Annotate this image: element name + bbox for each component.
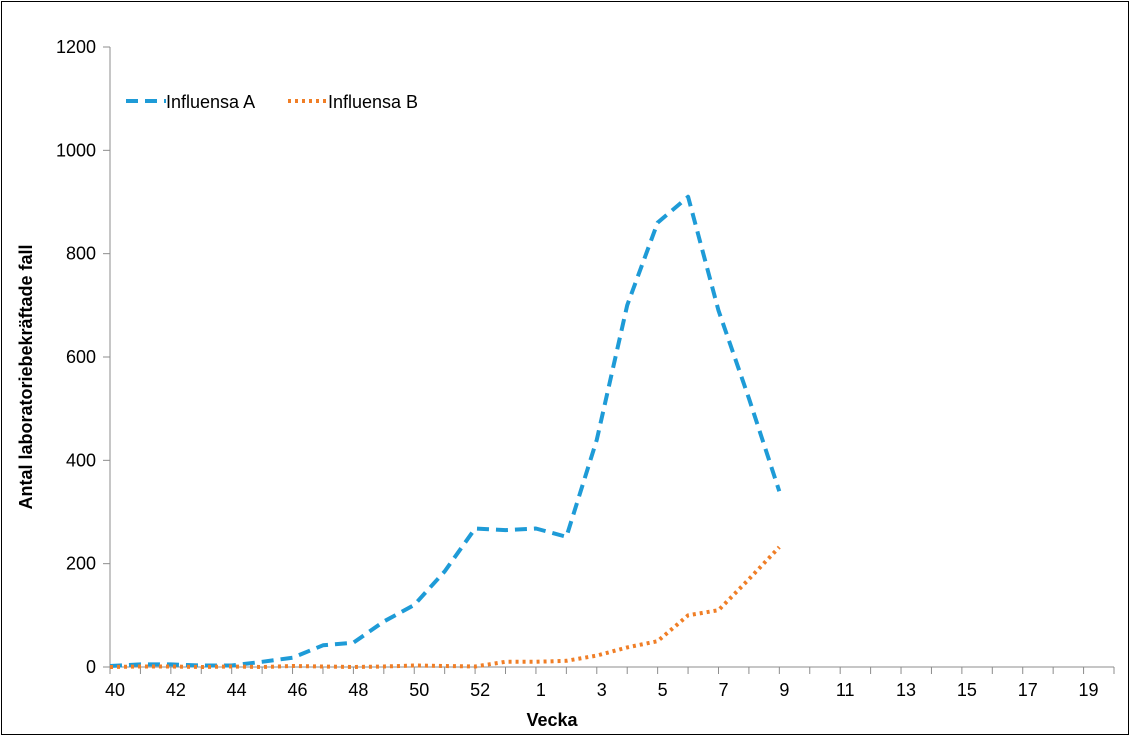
x-tick-label: 1 (536, 680, 546, 700)
y-tick-label: 0 (86, 657, 96, 677)
x-tick-label: 11 (836, 680, 855, 700)
x-tick-label: 40 (105, 680, 125, 700)
series-layer (109, 194, 782, 669)
y-tick-label: 1000 (56, 140, 96, 160)
x-tick-label: 44 (227, 680, 247, 700)
x-tick-label: 7 (718, 680, 728, 700)
x-tick-label: 15 (957, 680, 977, 700)
y-tick-label: 400 (66, 450, 96, 470)
x-tick-label: 50 (409, 680, 429, 700)
x-tick-label: 46 (288, 680, 308, 700)
x-tick-label: 5 (658, 680, 668, 700)
x-tick-label: 48 (348, 680, 368, 700)
x-axis-title: Vecka (526, 710, 578, 730)
series-line-influensa-a (109, 194, 782, 668)
series-line-influensa-b (109, 545, 781, 669)
x-tick-label: 13 (896, 680, 916, 700)
y-axis-ticks: 0 200 400 600 800 1000 1200 (56, 37, 110, 677)
y-tick-label: 600 (66, 347, 96, 367)
y-tick-label: 1200 (56, 37, 96, 57)
x-tick-label: 52 (470, 680, 490, 700)
y-tick-label: 200 (66, 554, 96, 574)
legend: Influensa A Influensa B (126, 92, 418, 112)
legend-label-influensa-b: Influensa B (328, 92, 418, 112)
x-tick-label: 17 (1018, 680, 1038, 700)
legend-label-influensa-a: Influensa A (166, 92, 255, 112)
x-tick-label: 19 (1079, 680, 1099, 700)
y-axis-title: Antal laboratoriebekräftade fall (16, 244, 36, 509)
x-tick-label: 9 (779, 680, 789, 700)
x-tick-label: 3 (597, 680, 607, 700)
x-axis-ticks: 40 42 44 46 48 50 52 1 3 5 7 9 11 13 15 17 19 (105, 667, 1115, 700)
x-tick-label: 42 (166, 680, 186, 700)
y-tick-label: 800 (66, 244, 96, 264)
